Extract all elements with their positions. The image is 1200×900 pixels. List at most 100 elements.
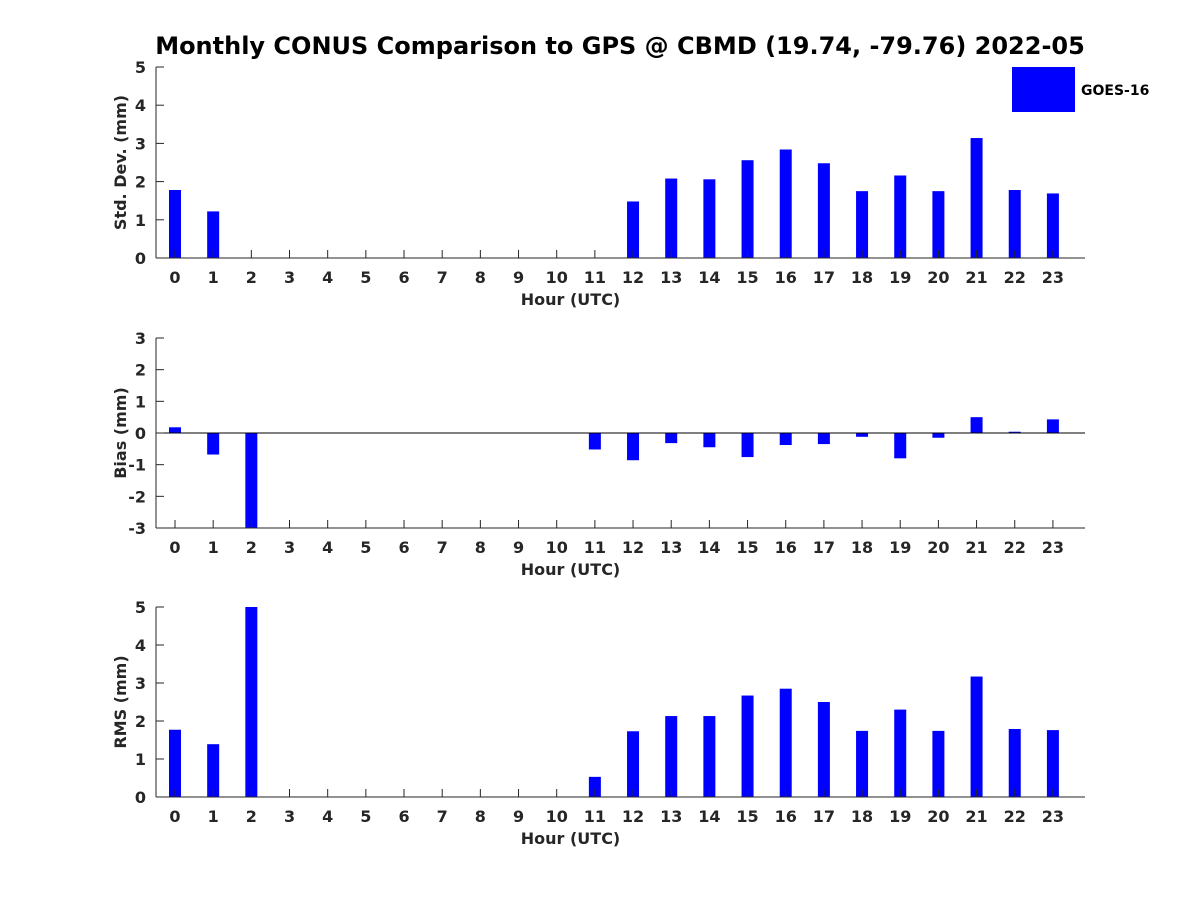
x-tick-label: 20 (927, 268, 949, 287)
figure-title: Monthly CONUS Comparison to GPS @ CBMD (… (155, 32, 1085, 60)
y-tick-label: 3 (135, 329, 146, 348)
bar-hour-14 (703, 716, 716, 797)
x-tick-label: 3 (284, 268, 295, 287)
x-tick-label: 15 (736, 538, 758, 557)
bar-hour-16 (779, 688, 792, 797)
x-tick-label: 4 (322, 268, 333, 287)
x-tick-label: 0 (169, 807, 180, 826)
x-tick-label: 7 (437, 538, 448, 557)
x-tick-label: 11 (584, 807, 606, 826)
y-tick-label: 4 (135, 96, 146, 115)
y-tick-label: 5 (135, 58, 146, 77)
x-tick-label: 0 (169, 268, 180, 287)
bar-hour-2 (245, 607, 258, 797)
x-tick-label: 17 (813, 268, 835, 287)
x-tick-label: 14 (698, 268, 720, 287)
bar-hour-20 (932, 730, 945, 797)
x-tick-label: 16 (775, 538, 797, 557)
x-tick-label: 17 (813, 807, 835, 826)
x-tick-label: 2 (246, 538, 257, 557)
x-tick-label: 19 (889, 268, 911, 287)
x-tick-label: 1 (208, 807, 219, 826)
x-tick-label: 22 (1004, 807, 1026, 826)
bar-hour-13 (665, 433, 678, 444)
x-tick-label: 9 (513, 538, 524, 557)
bar-hour-17 (817, 163, 830, 258)
bar-hour-0 (169, 729, 181, 797)
y-tick-label: -2 (128, 487, 146, 506)
bar-hour-18 (856, 433, 869, 437)
bar-hour-16 (779, 149, 792, 258)
bar-hour-18 (856, 730, 869, 797)
y-tick-label: 3 (135, 674, 146, 693)
x-tick-label: 12 (622, 807, 644, 826)
x-tick-label: 16 (775, 268, 797, 287)
x-tick-label: 6 (398, 538, 409, 557)
x-tick-label: 6 (398, 807, 409, 826)
x-tick-label: 6 (398, 268, 409, 287)
x-tick-label: 8 (475, 538, 486, 557)
x-tick-label: 8 (475, 807, 486, 826)
x-tick-label: 12 (622, 268, 644, 287)
bar-hour-23 (1046, 419, 1059, 433)
bar-hour-1 (207, 744, 220, 797)
bar-hour-17 (817, 702, 830, 797)
x-tick-label: 4 (322, 538, 333, 557)
bar-hour-22 (1008, 728, 1021, 797)
x-tick-label: 21 (965, 807, 987, 826)
y-axis-label: RMS (mm) (111, 655, 130, 748)
legend: GOES-16 (1012, 67, 1149, 112)
y-tick-label: 1 (135, 211, 146, 230)
bar-hour-22 (1008, 190, 1021, 258)
bar-hour-1 (207, 433, 220, 455)
y-tick-label: -3 (128, 519, 146, 538)
x-tick-label: 5 (360, 807, 371, 826)
x-tick-label: 1 (208, 538, 219, 557)
x-tick-label: 15 (736, 807, 758, 826)
x-tick-label: 11 (584, 268, 606, 287)
x-tick-label: 11 (584, 538, 606, 557)
bar-hour-1 (207, 211, 220, 258)
x-tick-label: 15 (736, 268, 758, 287)
y-axis-label: Std. Dev. (mm) (111, 95, 130, 230)
x-tick-label: 2 (246, 268, 257, 287)
x-axis-label: Hour (UTC) (521, 290, 621, 309)
bar-hour-23 (1046, 730, 1059, 797)
x-tick-label: 20 (927, 807, 949, 826)
x-tick-label: 17 (813, 538, 835, 557)
bar-hour-19 (894, 175, 907, 258)
bar-hour-12 (627, 731, 640, 797)
x-tick-label: 23 (1042, 538, 1064, 557)
bar-hour-17 (817, 433, 830, 445)
x-axis-label: Hour (UTC) (521, 829, 621, 848)
bar-hour-20 (932, 433, 945, 438)
x-tick-label: 7 (437, 268, 448, 287)
bar-hour-2 (245, 433, 258, 528)
bar-hour-14 (703, 433, 716, 448)
x-tick-label: 10 (546, 807, 568, 826)
y-tick-label: 0 (135, 249, 146, 268)
bar-hour-16 (779, 433, 792, 446)
x-tick-label: 13 (660, 538, 682, 557)
bar-hour-19 (894, 433, 907, 459)
x-tick-label: 9 (513, 807, 524, 826)
bar-hour-13 (665, 716, 678, 797)
x-tick-label: 14 (698, 538, 720, 557)
x-tick-label: 5 (360, 268, 371, 287)
bar-hour-12 (627, 201, 640, 258)
y-tick-label: 3 (135, 134, 146, 153)
x-tick-label: 5 (360, 538, 371, 557)
y-tick-label: 2 (135, 173, 146, 192)
bar-hour-11 (588, 776, 601, 797)
x-tick-label: 18 (851, 538, 873, 557)
x-tick-label: 22 (1004, 538, 1026, 557)
bar-hour-19 (894, 709, 907, 797)
x-axis-label: Hour (UTC) (521, 560, 621, 579)
bar-hour-20 (932, 191, 945, 258)
bar-hour-0 (169, 190, 181, 258)
x-tick-label: 10 (546, 538, 568, 557)
x-tick-label: 3 (284, 538, 295, 557)
y-tick-label: 2 (135, 361, 146, 380)
x-tick-label: 9 (513, 268, 524, 287)
